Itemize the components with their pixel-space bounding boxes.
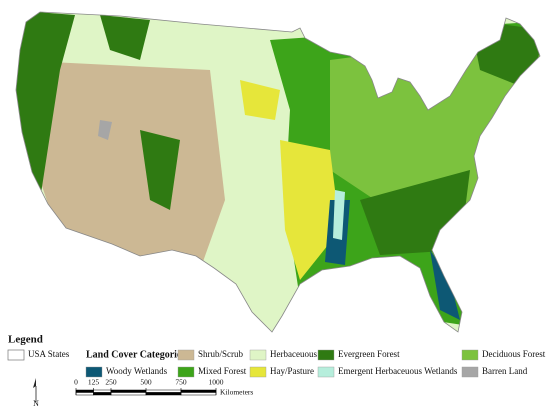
land-patch	[140, 130, 180, 210]
land-patch	[16, 60, 225, 270]
scale-segment	[110, 392, 147, 396]
scale-segment	[180, 389, 217, 393]
scale-segment	[145, 389, 182, 393]
scale-segment	[145, 392, 182, 396]
scale-tick-label: 750	[175, 378, 187, 387]
legend-label: Hay/Pasture	[270, 366, 314, 376]
land-cover-map	[16, 12, 540, 332]
legend-label: Woody Wetlands	[106, 366, 168, 376]
legend-label: Emergent Herbaceuous Wetlands	[338, 366, 458, 376]
legend-swatch	[249, 349, 267, 361]
scale-segment	[110, 389, 147, 393]
land-patch	[280, 140, 340, 280]
scale-tick-label: 1000	[209, 378, 224, 387]
legend-swatch	[177, 366, 195, 378]
land-patch	[100, 15, 150, 60]
legend-label: Barren Land	[482, 366, 528, 376]
land-patch	[333, 190, 345, 240]
legend-title: Legend	[8, 334, 43, 346]
legend-label: Deciduous Forest	[482, 349, 546, 359]
legend-label: Shrub/Scrub	[198, 349, 244, 359]
north-arrow-head	[33, 378, 36, 388]
legend-swatch	[317, 349, 335, 361]
legend-label: Evergreen Forest	[338, 349, 400, 359]
legend-label: Mixed Forest	[198, 366, 247, 376]
scale-unit: Kilometers	[220, 388, 253, 397]
scale-segment	[180, 392, 217, 396]
states-swatch	[7, 349, 25, 361]
legend-swatch	[85, 366, 103, 378]
legend-swatch	[249, 366, 267, 378]
scale-segment	[75, 392, 94, 396]
scale-tick-label: 500	[140, 378, 152, 387]
legend-label: Herbaceuous	[270, 349, 317, 359]
scale-tick-label: 0	[74, 378, 78, 387]
north-label: N	[33, 399, 39, 408]
scale-tick-label: 125	[88, 378, 100, 387]
legend-swatch	[317, 366, 335, 378]
legend-swatch	[177, 349, 195, 361]
land-patch	[98, 120, 112, 140]
categories-title: Land Cover Categories	[86, 349, 185, 360]
scale-segment	[93, 392, 112, 396]
legend-swatch	[461, 349, 479, 361]
scale-segment	[75, 389, 94, 393]
scale-segment	[93, 389, 112, 393]
legend-swatch	[461, 366, 479, 378]
scale-tick-label: 250	[105, 378, 117, 387]
states-label: USA States	[28, 349, 70, 359]
land-patch	[430, 250, 460, 320]
land-patch	[240, 80, 280, 120]
